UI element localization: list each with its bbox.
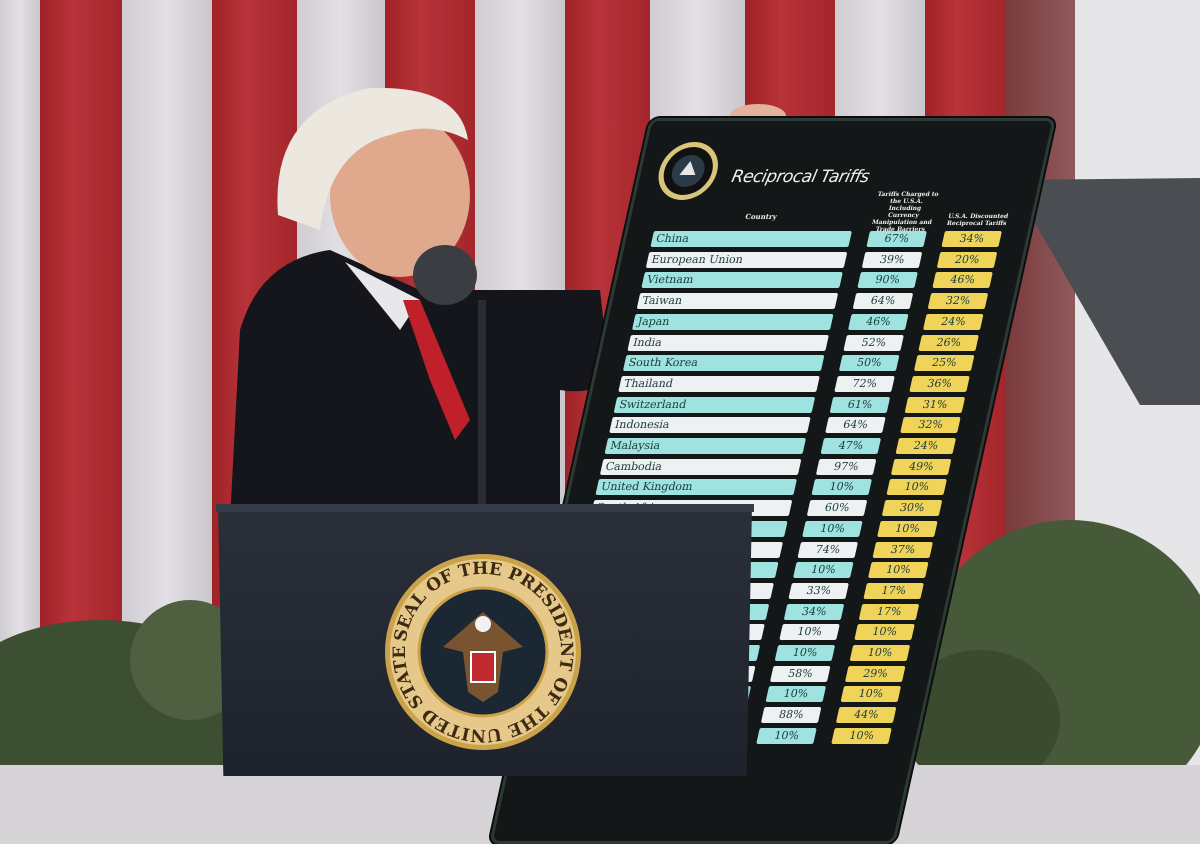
teleprompter <box>1010 178 1200 405</box>
reciprocal-tariff-cell: 17% <box>858 603 920 620</box>
reciprocal-tariff-cell: 32% <box>900 417 961 434</box>
reciprocal-tariffs-board: Reciprocal Tariffs Country Tariffs Charg… <box>489 118 1056 844</box>
charged-column-header: Tariffs Charged to the U.S.A. Including … <box>871 191 940 233</box>
board-title: Reciprocal Tariffs <box>729 167 872 187</box>
charged-tariff-cell: 50% <box>838 355 900 372</box>
reciprocal-tariff-cell: 46% <box>932 272 993 289</box>
charged-tariff-cell: 10% <box>774 645 836 661</box>
suit-jacket <box>230 250 610 520</box>
country-cell: United Kingdom <box>595 479 797 496</box>
reciprocal-tariff-cell: 36% <box>909 375 970 392</box>
bush-left-2 <box>130 600 250 720</box>
charged-tariff-cell: 39% <box>861 251 923 268</box>
reciprocal-tariff-cell: 31% <box>904 396 966 413</box>
charged-tariff-cell: 64% <box>852 293 914 310</box>
country-cell: Switzerland <box>613 396 816 413</box>
country-cell: India <box>627 334 830 351</box>
country-cell: Indonesia <box>609 417 811 434</box>
charged-tariff-cell: 33% <box>788 582 849 599</box>
reciprocal-tariff-cell: 10% <box>877 520 938 537</box>
reciprocal-tariff-cell: 32% <box>927 293 989 310</box>
country-cell: Taiwan <box>636 293 839 310</box>
bush-right-2 <box>900 650 1060 765</box>
shirt-collar <box>345 262 420 330</box>
reciprocal-column-header: U.S.A. Discounted Reciprocal Tariffs <box>946 213 1009 227</box>
charged-tariff-cell: 74% <box>797 541 859 558</box>
country-cell: Vietnam <box>641 272 843 289</box>
reciprocal-tariff-cell: 49% <box>890 458 952 475</box>
charged-tariff-cell: 90% <box>857 272 918 289</box>
red-tie <box>403 300 470 440</box>
mic-stand <box>478 300 486 510</box>
reciprocal-tariff-cell: 24% <box>895 438 957 454</box>
reciprocal-tariff-cell: 20% <box>936 251 998 268</box>
charged-tariff-cell: 10% <box>779 624 840 641</box>
reciprocal-tariff-cell: 29% <box>845 665 906 682</box>
country-cell: China <box>650 231 852 247</box>
reciprocal-tariff-cell: 44% <box>835 707 897 724</box>
reciprocal-tariff-cell: 17% <box>863 582 924 599</box>
reciprocal-tariff-cell: 10% <box>831 727 892 744</box>
presidential-seal-icon <box>658 142 718 200</box>
charged-tariff-cell: 10% <box>792 562 854 579</box>
shrubbery <box>0 520 1200 765</box>
charged-tariff-cell: 64% <box>825 417 886 434</box>
country-column-header: Country <box>744 212 778 221</box>
charged-tariff-cell: 10% <box>765 686 826 703</box>
charged-tariff-cell: 10% <box>811 479 872 496</box>
country-cell: Japan <box>632 313 834 330</box>
charged-tariff-cell: 67% <box>866 231 927 247</box>
charged-tariff-cell: 46% <box>848 313 909 330</box>
charged-tariff-cell: 72% <box>834 375 895 392</box>
charged-tariff-cell: 34% <box>783 603 845 620</box>
charged-tariff-cell: 61% <box>829 396 891 413</box>
reciprocal-tariff-cell: 10% <box>854 624 915 641</box>
speaker <box>230 87 1200 520</box>
head <box>330 113 470 277</box>
reciprocal-tariff-cell: 25% <box>913 355 975 372</box>
charged-tariff-cell: 10% <box>802 520 863 537</box>
reciprocal-tariff-cell: 34% <box>941 231 1002 247</box>
presidential-seal: SEAL OF THE PRESIDENT OF THE UNITED STAT… <box>383 552 581 750</box>
country-cell: European Union <box>645 251 848 268</box>
charged-tariff-cell: 58% <box>770 665 831 682</box>
country-cell: Thailand <box>618 375 820 392</box>
charged-tariff-cell: 97% <box>815 458 877 475</box>
country-cell: Malaysia <box>604 438 807 454</box>
hair <box>277 87 468 231</box>
reciprocal-tariff-cell: 10% <box>840 686 901 703</box>
charged-tariff-cell: 52% <box>843 334 905 351</box>
podium: SEAL OF THE PRESIDENT OF THE UNITED STAT… <box>218 506 752 776</box>
microphone <box>413 245 477 305</box>
reciprocal-tariff-cell: 26% <box>918 334 980 351</box>
country-cell: South Korea <box>622 355 825 372</box>
reciprocal-tariff-cell: 24% <box>923 313 984 330</box>
reciprocal-tariff-cell: 10% <box>849 645 911 661</box>
reciprocal-tariff-cell: 30% <box>881 500 943 517</box>
podium-top-edge <box>216 504 754 512</box>
reciprocal-tariff-cell: 10% <box>867 562 929 579</box>
charged-tariff-cell: 10% <box>756 727 817 744</box>
reciprocal-tariff-cell: 10% <box>886 479 947 496</box>
charged-tariff-cell: 47% <box>820 438 882 454</box>
country-cell: Cambodia <box>599 458 802 475</box>
charged-tariff-cell: 60% <box>806 500 868 517</box>
reciprocal-tariff-cell: 37% <box>872 541 934 558</box>
charged-tariff-cell: 88% <box>760 707 822 724</box>
